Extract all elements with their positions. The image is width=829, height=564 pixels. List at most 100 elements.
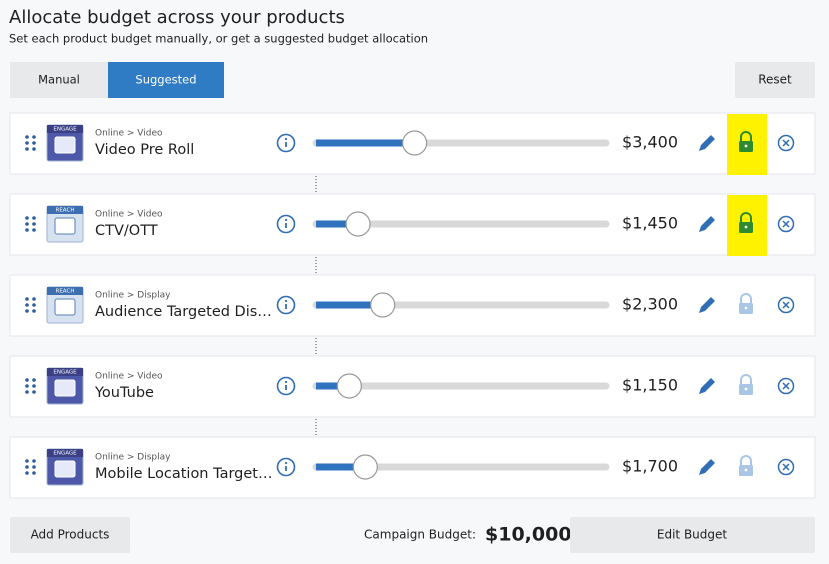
info-icon-dot xyxy=(284,461,288,465)
product-icon-glyph xyxy=(54,298,76,316)
lock-shackle[interactable] xyxy=(740,293,752,303)
product-amount: $1,700 xyxy=(622,457,678,476)
slider-knob[interactable] xyxy=(402,130,428,156)
drag-handle-dot[interactable] xyxy=(25,378,29,382)
slider-knob[interactable] xyxy=(336,373,362,399)
add-products-button[interactable] xyxy=(10,517,130,553)
product-amount: $1,450 xyxy=(622,214,678,233)
edit-icon[interactable] xyxy=(699,216,715,232)
drag-handle-dot[interactable] xyxy=(32,471,36,475)
lock-shackle[interactable] xyxy=(740,212,752,222)
info-icon[interactable] xyxy=(276,214,296,234)
drag-handle-dot[interactable] xyxy=(32,222,36,226)
product-name: Video Pre Roll xyxy=(95,142,194,158)
drag-handle-dot[interactable] xyxy=(25,390,29,394)
product-icon-band xyxy=(47,125,83,133)
product-icon-band xyxy=(47,206,83,214)
tab[interactable] xyxy=(108,62,224,98)
product-name: CTV/OTT xyxy=(95,223,158,239)
product-badge: ENGAGE xyxy=(53,370,77,376)
drag-handle-dot[interactable] xyxy=(25,147,29,151)
drag-handle-dot[interactable] xyxy=(32,465,36,469)
drag-handle-dot[interactable] xyxy=(32,297,36,301)
product-icon-glyph xyxy=(54,460,76,478)
drag-handle-dot[interactable] xyxy=(32,390,36,394)
remove-icon-x xyxy=(782,220,790,228)
product-icon-band xyxy=(47,287,83,295)
lock-shackle[interactable] xyxy=(740,374,752,384)
remove-icon[interactable] xyxy=(777,134,795,152)
budget-value: $10,000 xyxy=(485,524,572,546)
lock-keyhole xyxy=(744,306,748,310)
drag-handle-dot[interactable] xyxy=(32,141,36,145)
remove-icon-x xyxy=(782,382,790,390)
product-icon-glyph xyxy=(54,217,76,235)
edit-budget-button[interactable] xyxy=(570,517,815,553)
remove-icon[interactable] xyxy=(777,215,795,233)
drag-handle-dot[interactable] xyxy=(32,228,36,232)
lock-shackle[interactable] xyxy=(740,455,752,465)
drag-handle-dot[interactable] xyxy=(32,378,36,382)
drag-handle-dot[interactable] xyxy=(25,309,29,313)
product-amount: $1,150 xyxy=(622,376,678,395)
drag-handle-dot[interactable] xyxy=(32,309,36,313)
budget-label: Campaign Budget: xyxy=(364,528,476,542)
product-amount: $2,300 xyxy=(622,295,678,314)
slider-knob[interactable] xyxy=(345,211,371,237)
product-name: Audience Targeted Dis… xyxy=(95,304,272,320)
drag-handle-dot[interactable] xyxy=(32,135,36,139)
info-icon[interactable] xyxy=(276,376,296,396)
slider-knob[interactable] xyxy=(370,292,396,318)
remove-icon-x xyxy=(782,139,790,147)
remove-icon-x xyxy=(782,301,790,309)
drag-handle-dot[interactable] xyxy=(25,459,29,463)
edit-icon[interactable] xyxy=(699,459,715,475)
remove-icon[interactable] xyxy=(777,458,795,476)
lock-keyhole xyxy=(744,468,748,472)
info-icon-dot xyxy=(284,299,288,303)
add-products-label[interactable]: Add Products xyxy=(31,528,110,542)
drag-handle-dot[interactable] xyxy=(32,384,36,388)
tab[interactable] xyxy=(10,62,108,98)
product-category: Online > Display xyxy=(95,453,171,463)
info-icon[interactable] xyxy=(276,295,296,315)
drag-handle-dot[interactable] xyxy=(32,303,36,307)
edit-icon[interactable] xyxy=(699,297,715,313)
drag-handle-dot[interactable] xyxy=(25,135,29,139)
edit-budget-label[interactable]: Edit Budget xyxy=(657,528,728,542)
drag-handle-dot[interactable] xyxy=(32,147,36,151)
subtitle: Set each product budget manually, or get… xyxy=(9,32,428,46)
drag-handle-dot[interactable] xyxy=(25,384,29,388)
drag-handle-dot[interactable] xyxy=(32,216,36,220)
edit-icon[interactable] xyxy=(699,135,715,151)
lock-keyhole xyxy=(744,144,748,148)
title: Allocate budget across your products xyxy=(9,7,345,28)
drag-handle-dot[interactable] xyxy=(32,459,36,463)
product-icon-glyph xyxy=(54,379,76,397)
drag-handle-dot[interactable] xyxy=(25,222,29,226)
remove-icon[interactable] xyxy=(777,296,795,314)
product-category: Online > Video xyxy=(95,372,163,382)
product-category: Online > Video xyxy=(95,210,163,220)
drag-handle-dot[interactable] xyxy=(25,471,29,475)
reset-label[interactable]: Reset xyxy=(758,73,792,87)
product-badge: REACH xyxy=(56,289,75,295)
reset-button[interactable] xyxy=(735,62,815,98)
drag-handle-dot[interactable] xyxy=(25,465,29,469)
remove-icon[interactable] xyxy=(777,377,795,395)
drag-handle-dot[interactable] xyxy=(25,303,29,307)
product-category: Online > Video xyxy=(95,129,163,139)
slider-knob[interactable] xyxy=(352,454,378,480)
info-icon[interactable] xyxy=(276,133,296,153)
lock-shackle[interactable] xyxy=(740,131,752,141)
drag-handle-dot[interactable] xyxy=(25,297,29,301)
drag-handle-dot[interactable] xyxy=(25,228,29,232)
product-icon-band xyxy=(47,449,83,457)
info-icon[interactable] xyxy=(276,457,296,477)
edit-icon[interactable] xyxy=(699,378,715,394)
drag-handle-dot[interactable] xyxy=(25,216,29,220)
tab-label[interactable]: Suggested xyxy=(135,73,196,87)
drag-handle-dot[interactable] xyxy=(25,141,29,145)
tab-label[interactable]: Manual xyxy=(38,73,80,87)
